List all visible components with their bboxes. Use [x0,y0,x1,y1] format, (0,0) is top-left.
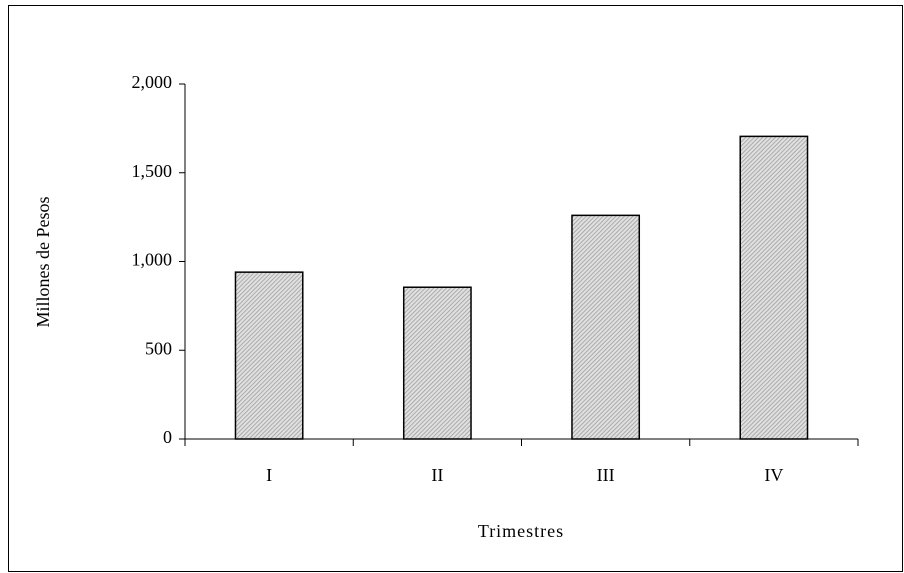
x-axis-title: Trimestres [478,521,564,541]
y-tick-label: 2,000 [132,72,173,92]
x-tick-label: III [597,465,615,485]
y-tick-label: 0 [163,427,172,447]
y-tick-label: 1,500 [132,161,173,181]
bar [571,214,641,440]
bar [402,286,472,440]
y-axis-title: Millones de Pesos [33,196,53,327]
y-tick-label: 1,000 [132,250,173,270]
bar [739,135,809,440]
x-tick-label: IV [764,465,783,485]
x-tick-label: I [266,465,272,485]
x-tick-label: II [431,465,443,485]
chart-frame [8,5,903,572]
bar [234,271,304,440]
y-tick-label: 500 [145,338,172,358]
